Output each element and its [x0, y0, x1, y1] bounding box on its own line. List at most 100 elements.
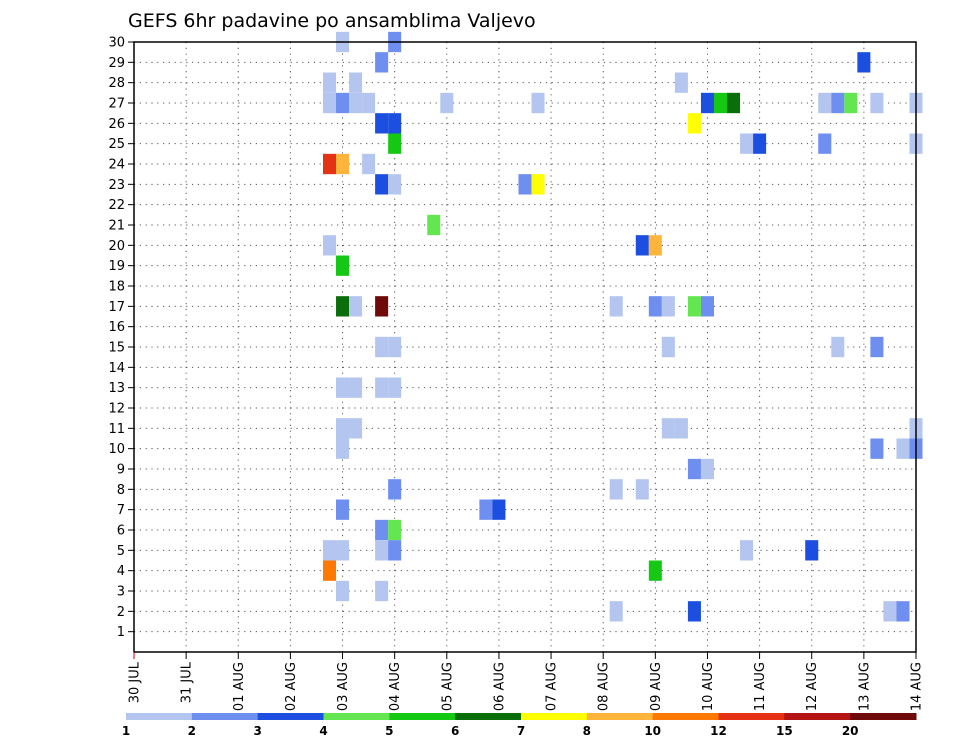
y-tick-label: 9 — [117, 463, 125, 478]
data-cell — [322, 72, 337, 93]
data-cell — [479, 499, 493, 520]
data-cell — [700, 296, 714, 317]
data-cell — [661, 418, 675, 439]
x-tick-label: 10 AUG — [701, 662, 716, 711]
colorbar-label: 1 — [122, 724, 130, 738]
data-cell — [375, 52, 389, 73]
x-tick-label: 08 AUG — [597, 662, 612, 711]
y-tick-label: 25 — [108, 137, 125, 152]
colorbar-label: 15 — [776, 724, 793, 738]
data-cell — [805, 540, 819, 561]
colorbar-segment — [389, 713, 456, 720]
data-cell — [336, 540, 350, 561]
data-cell — [375, 336, 389, 358]
colorbar-segment — [850, 713, 917, 720]
x-tick-label: 07 AUG — [545, 662, 560, 711]
colorbar-label: 20 — [842, 724, 859, 738]
y-tick-label: 3 — [117, 585, 125, 600]
data-cell — [375, 580, 389, 602]
data-cell — [336, 92, 350, 114]
colorbar-label: 12 — [710, 724, 727, 738]
y-tick-label: 22 — [108, 198, 125, 213]
y-tick-label: 18 — [108, 280, 125, 295]
data-cell — [687, 113, 701, 134]
x-tick-label: 31 JUL — [180, 661, 195, 703]
colorbar-segment — [455, 713, 522, 720]
data-cell — [818, 92, 832, 114]
data-cell — [375, 519, 389, 541]
data-cell — [388, 336, 402, 358]
colorbar-label: 8 — [583, 724, 591, 738]
data-cell — [648, 235, 662, 256]
x-tick-label: 14 AUG — [910, 662, 925, 711]
y-tick-label: 16 — [108, 320, 125, 335]
data-cell — [674, 72, 688, 93]
data-cell — [322, 92, 337, 114]
data-cell — [388, 377, 402, 398]
y-tick-label: 12 — [108, 402, 125, 417]
x-tick-label: 04 AUG — [388, 662, 403, 711]
colorbar: 1 2 3 4 5 6 7 8 10 12 15 20 — [122, 713, 917, 738]
data-cell — [818, 133, 832, 154]
data-cell — [375, 296, 389, 317]
data-cell — [661, 296, 675, 317]
x-tick-label: 02 AUG — [284, 662, 299, 711]
y-tick-label: 15 — [108, 341, 125, 356]
colorbar-label: 3 — [253, 724, 261, 738]
data-cell — [388, 479, 402, 500]
x-axis: 30 JUL 31 JUL 01 AUG 02 AUG 03 AUG 04 AUG 05 A… — [128, 652, 925, 711]
data-cell — [388, 174, 402, 195]
y-tick-label: 4 — [117, 564, 125, 579]
y-tick-label: 2 — [117, 605, 125, 620]
y-tick-label: 13 — [108, 381, 125, 396]
x-tick-label: 01 AUG — [232, 662, 247, 711]
data-cell — [336, 499, 350, 520]
data-cell — [531, 174, 545, 195]
data-cell — [375, 174, 389, 195]
data-cell — [740, 133, 754, 154]
y-tick-label: 30 — [108, 36, 125, 51]
colorbar-label: 6 — [451, 724, 459, 738]
y-tick-label: 29 — [108, 56, 125, 71]
x-tick-label: 05 AUG — [440, 662, 455, 711]
y-tick-label: 20 — [108, 239, 125, 254]
data-cell — [518, 174, 532, 195]
data-cell — [362, 153, 376, 175]
y-tick-label: 1 — [117, 625, 125, 640]
data-cell — [740, 540, 754, 561]
data-cell — [648, 296, 662, 317]
data-cell — [388, 133, 402, 154]
data-cell — [896, 438, 910, 459]
data-cell — [661, 336, 675, 358]
data-cell — [883, 601, 897, 622]
y-tick-label: 6 — [117, 524, 125, 539]
data-cell — [375, 377, 389, 398]
data-cell — [870, 92, 884, 114]
data-cell — [700, 458, 714, 480]
colorbar-label: 10 — [644, 724, 661, 738]
data-cell — [322, 540, 337, 561]
y-tick-label: 28 — [108, 76, 125, 91]
colorbar-segment — [718, 713, 785, 720]
y-tick-label: 10 — [108, 442, 125, 457]
data-cells — [322, 31, 923, 622]
data-cell — [870, 336, 884, 358]
data-cell — [322, 153, 337, 175]
data-cell — [336, 255, 350, 276]
y-tick-label: 24 — [108, 158, 125, 173]
data-cell — [349, 92, 363, 114]
data-cell — [440, 92, 454, 114]
data-cell — [349, 72, 363, 93]
data-cell — [687, 601, 701, 622]
data-cell — [336, 418, 350, 439]
y-tick-label: 11 — [108, 422, 125, 437]
data-cell — [336, 580, 350, 602]
y-tick-label: 5 — [117, 544, 125, 559]
data-cell — [857, 52, 871, 73]
x-tick-label: 30 JUL — [128, 661, 143, 703]
data-cell — [687, 458, 701, 480]
data-cell — [831, 336, 845, 358]
data-cell — [375, 113, 389, 134]
data-cell — [727, 92, 741, 114]
